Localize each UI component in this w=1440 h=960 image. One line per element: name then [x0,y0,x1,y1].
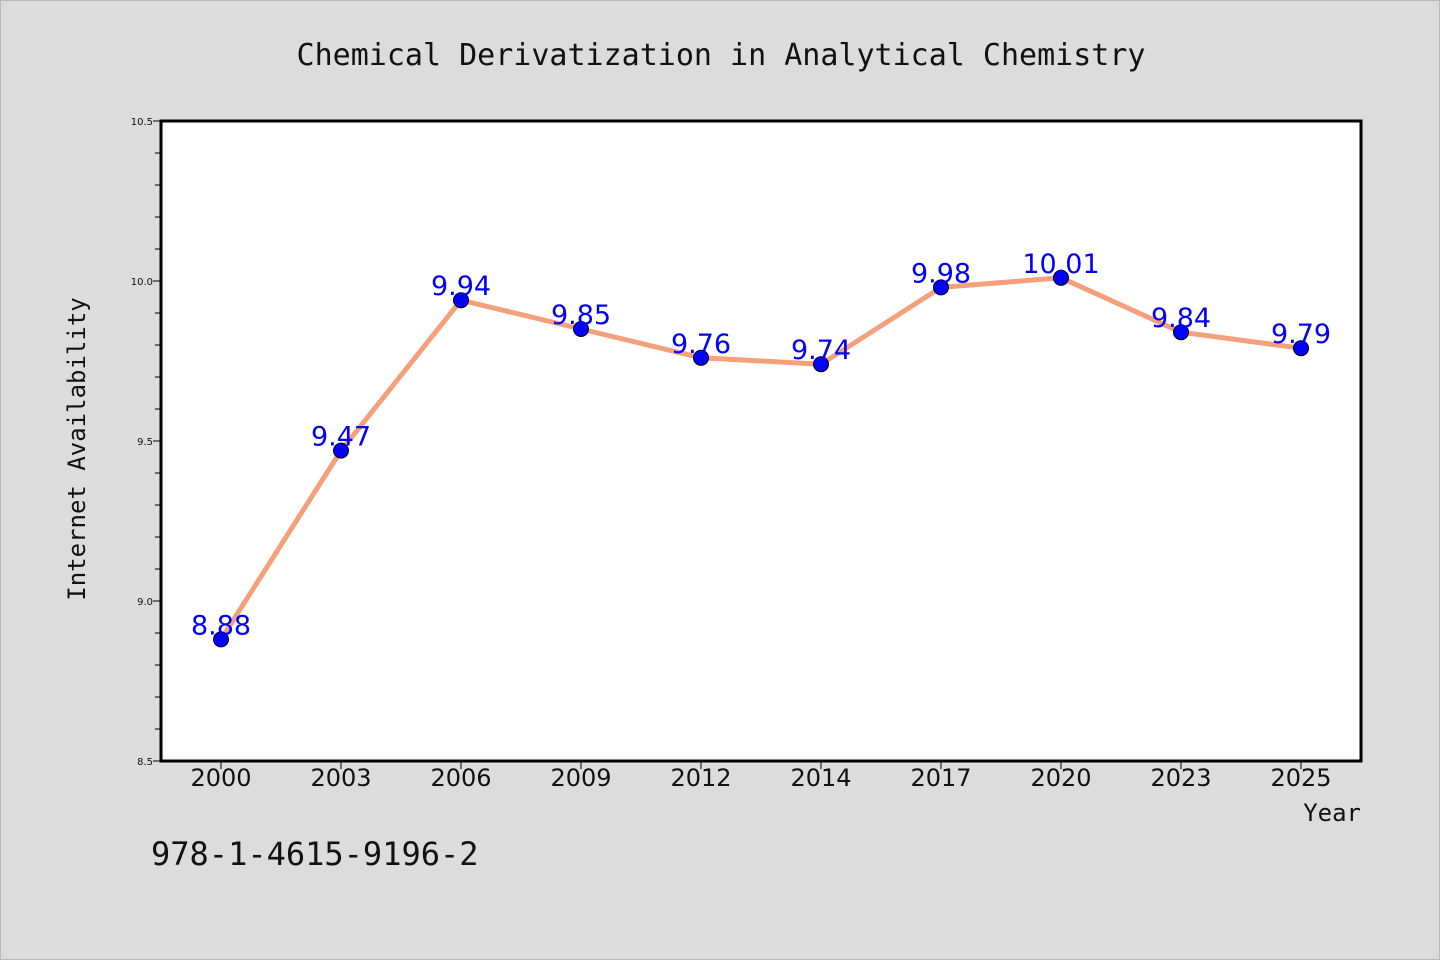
data-labels-group: 8.88 9.47 9.94 9.85 9.76 9.74 9.98 10.01 9.84 9.7… [191,249,1331,642]
x-axis: 2000 2003 2006 2009 2012 2014 2017 2020 2023 2025 [190,761,1332,792]
series-line [218,275,1304,642]
isbn-footer: 978-1-4615-9196-2 [151,835,479,873]
plot-area [159,119,1363,763]
data-label: 9.79 [1271,319,1331,350]
x-tick-label: 2023 [1150,764,1211,792]
data-point [1293,340,1309,357]
data-point [453,292,469,309]
data-point [573,321,589,337]
series-line-group [213,269,1309,648]
data-point [933,279,949,296]
chart-title: Chemical Derivatization in Analytical Ch… [297,38,1146,73]
data-label: 9.98 [911,258,971,289]
x-axis-title: Year [1303,799,1361,827]
data-point [333,442,349,459]
x-tick-label: 2020 [1030,764,1091,792]
x-tick-label: 2003 [310,764,371,792]
x-tick-label: 2006 [430,764,491,792]
data-point [213,631,229,648]
x-tick-label: 2012 [670,764,731,792]
data-point [1173,324,1189,341]
data-label: 9.85 [551,300,611,331]
data-label: 10.01 [1022,249,1099,280]
data-label: 8.88 [191,610,251,641]
x-tick-label: 2017 [910,764,971,792]
y-axis: 8.5 9.0 9.5 10.0 10.5 [131,117,161,768]
data-point [813,356,829,373]
data-point [1053,269,1069,286]
y-tick-label: 9.0 [137,597,153,608]
data-label: 9.94 [431,271,491,302]
y-tick-label: 8.5 [137,757,153,768]
x-tick-label: 2009 [550,764,611,792]
y-tick-label: 10.5 [131,117,153,128]
data-point [693,349,709,366]
x-tick-label: 2014 [790,764,851,792]
x-tick-label: 2000 [190,764,251,792]
data-label: 9.47 [311,422,371,453]
data-label: 9.76 [671,329,731,360]
data-label: 9.84 [1151,303,1211,334]
data-label: 9.74 [791,335,851,366]
y-tick-label: 10.0 [131,277,153,288]
x-tick-label: 2025 [1270,764,1331,792]
y-axis-title: Internet Availability [63,297,91,600]
y-tick-label: 9.5 [137,437,153,448]
